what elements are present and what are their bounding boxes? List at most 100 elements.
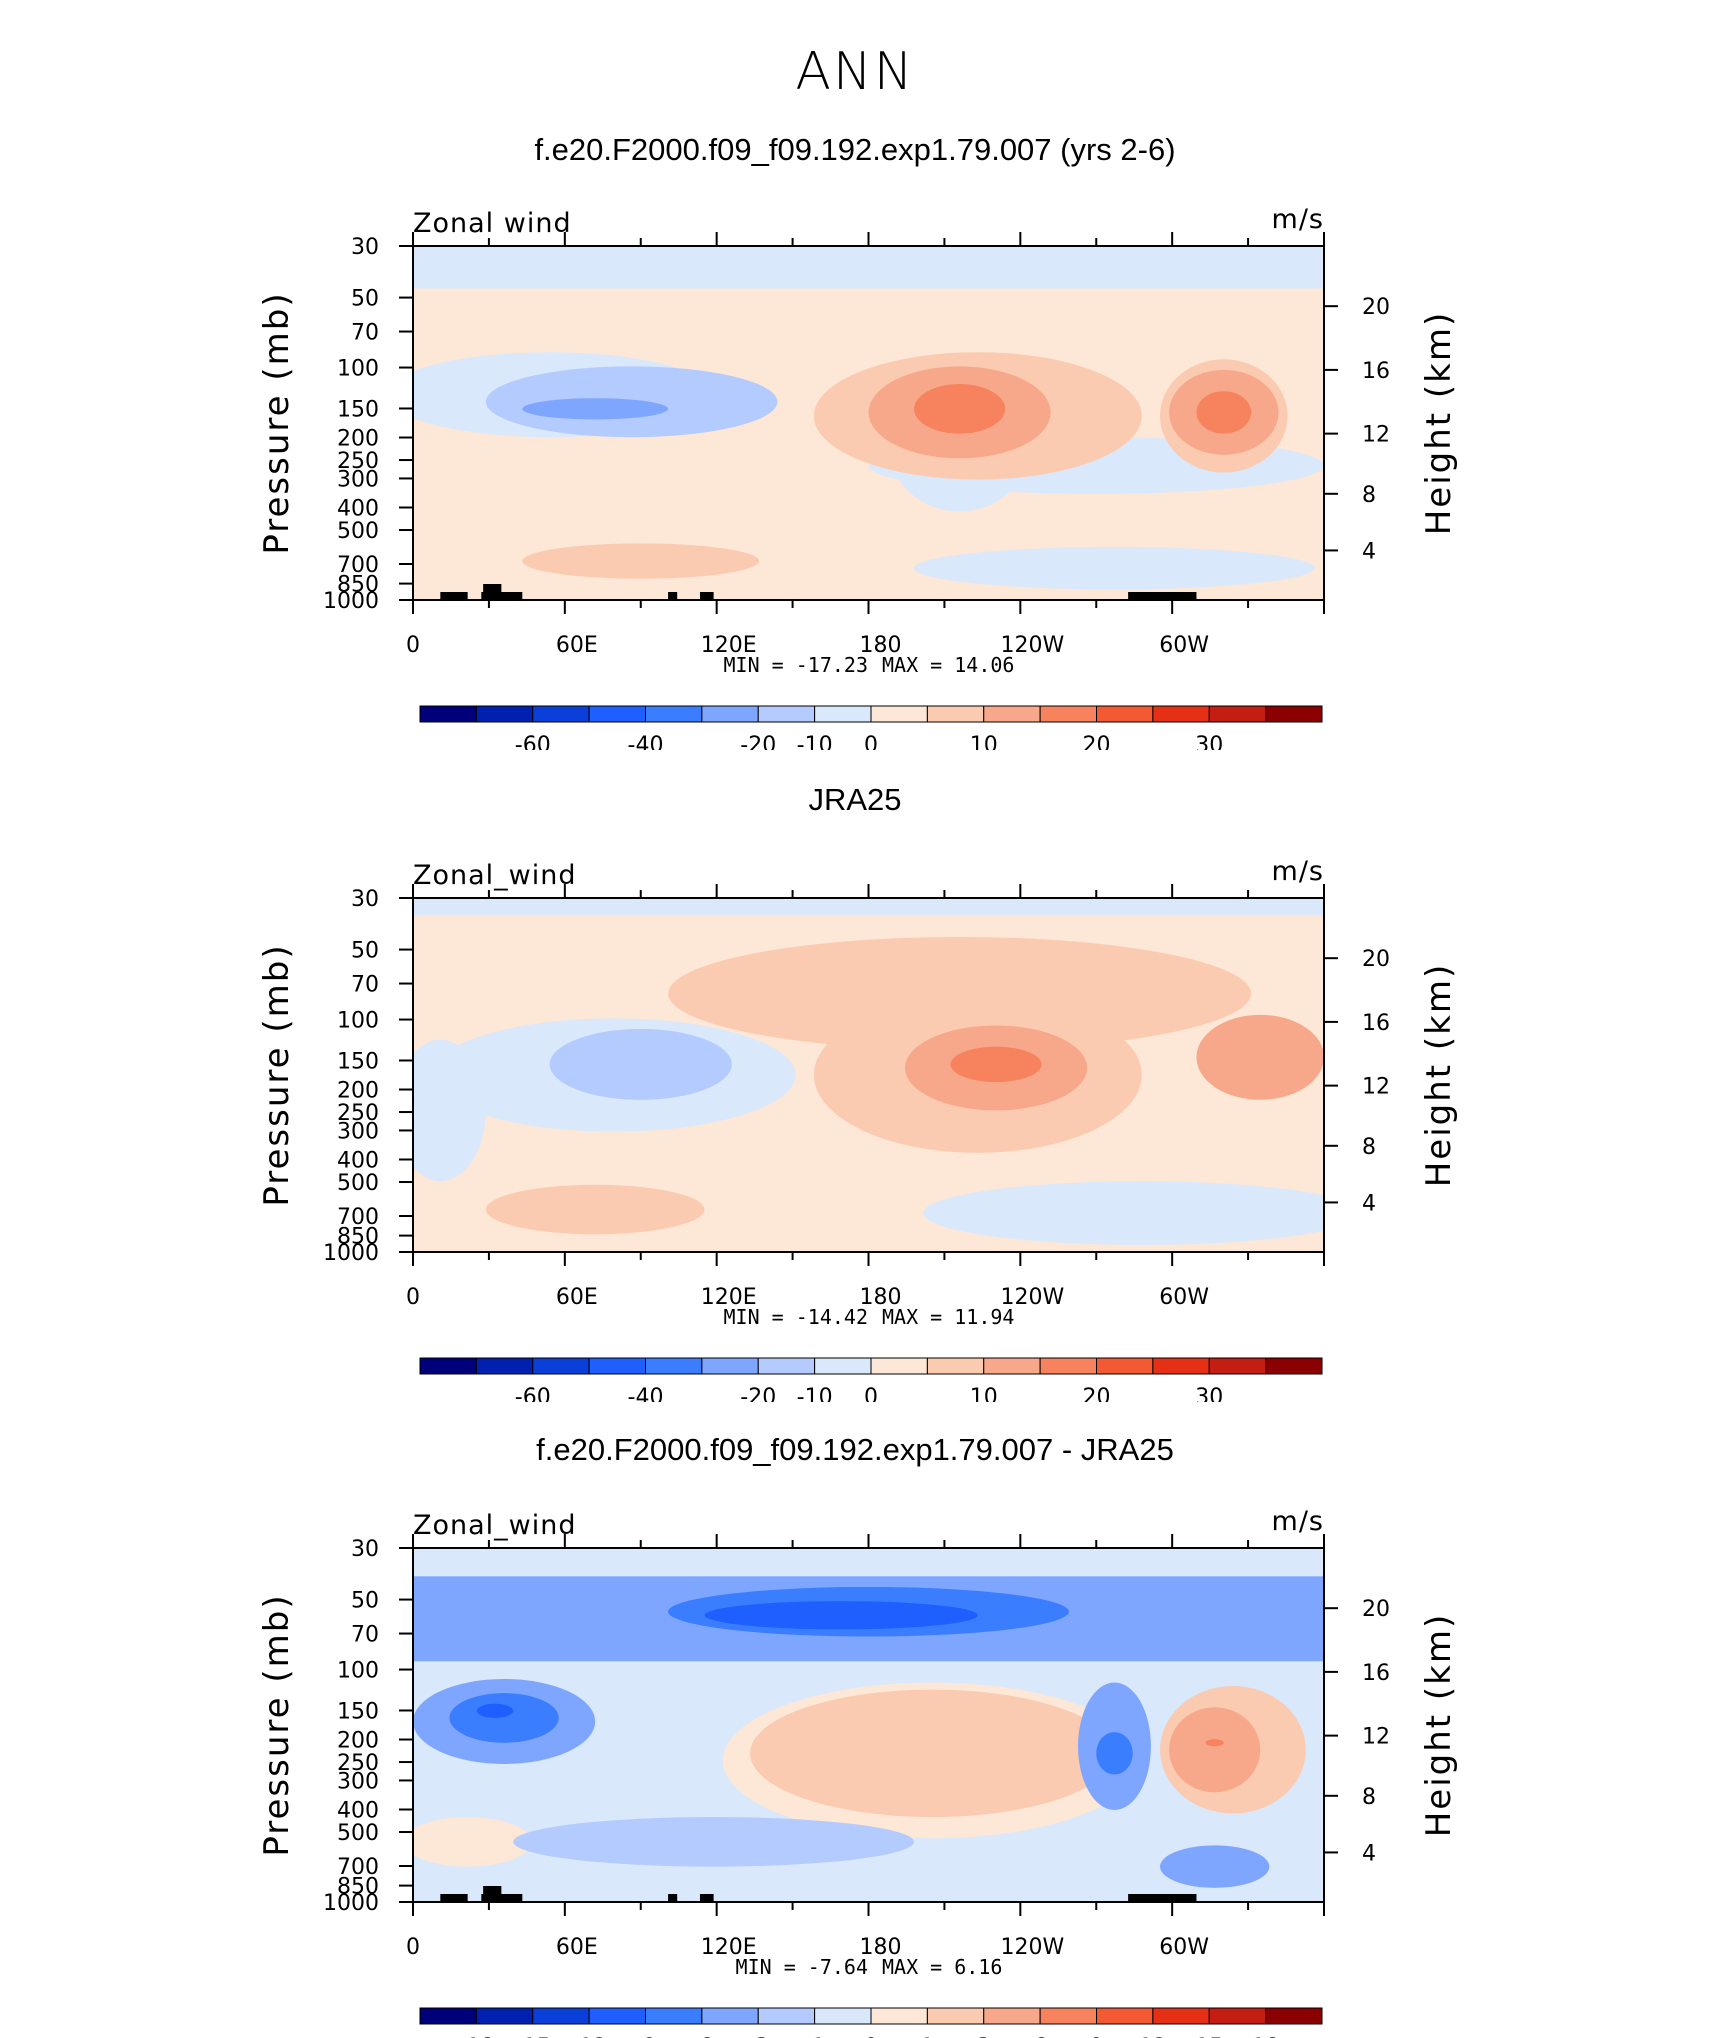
contour-region [1169,1707,1261,1793]
pressure-tick-label: 30 [351,235,379,260]
max-label: MAX = 6.16 [882,1955,1002,1979]
colorbar-swatch [1152,2007,1210,2025]
colorbar-swatch [701,705,759,723]
colorbar-swatch [757,2007,816,2025]
colorbar-swatch [1039,705,1097,723]
contour-region [449,1693,559,1743]
colorbar-swatch [1039,1357,1097,1375]
colorbar-label: 18 [1252,2035,1280,2038]
pressure-tick-label: 70 [351,321,379,346]
height-tick-label: 8 [1362,1135,1376,1160]
colorbar-swatch [983,1357,1041,1375]
contour-region [1160,1845,1270,1888]
panel-1-title: f.e20.F2000.f09_f09.192.exp1.79.007 (yrs… [534,132,1176,167]
colorbar-swatch [757,705,816,723]
topography-mask [1128,592,1197,600]
panel-2-title: JRA25 [808,782,902,817]
pressure-tick-label: 150 [337,1699,379,1724]
field-label: Zonal_wind [413,1510,577,1541]
lon-tick-label: 120E [701,633,757,658]
contour-region [413,246,1324,289]
y2-axis-title: Height (km) [1419,1613,1459,1838]
colorbar-swatch [475,2007,534,2025]
panel-3-title: f.e20.F2000.f09_f09.192.exp1.79.007 - JR… [536,1432,1174,1467]
height-tick-label: 20 [1362,1597,1390,1622]
colorbar-swatch [419,1357,477,1375]
colorbar-label: 30 [1195,733,1223,750]
colorbar-swatch [645,1357,703,1375]
pressure-tick-label: 100 [337,1009,379,1034]
colorbar-swatch [588,705,646,723]
pressure-tick-label: 1000 [323,589,379,614]
colorbar-swatch [1096,1357,1154,1375]
pressure-tick-label: 70 [351,973,379,998]
y-axis-title: Pressure (mb) [257,1593,297,1856]
colorbar-label: 1 [920,2035,934,2038]
panel-3-chart: Zonal_wind m/s305070100150200250300400500… [257,1506,1459,2038]
colorbar-swatch [475,1357,534,1375]
pressure-tick-label: 200 [337,1729,379,1754]
height-tick-label: 16 [1362,1011,1390,1036]
colorbar-swatch [475,705,534,723]
colorbar-label: -15 [515,2035,551,2038]
colorbar-swatch [532,705,590,723]
lon-tick-label: 60E [556,1935,598,1960]
pressure-tick-label: 100 [337,1659,379,1684]
topography-mask [668,1894,678,1902]
colorbar-label: 0 [864,2035,878,2038]
lon-tick-label: 60W [1159,1935,1209,1960]
pressure-tick-label: 200 [337,1079,379,1104]
colorbar-swatch [532,1357,590,1375]
lon-tick-label: 60E [556,633,598,658]
colorbar-swatch [757,1357,816,1375]
pressure-tick-label: 300 [337,1119,379,1144]
colorbar-swatch [1096,705,1154,723]
height-tick-label: 16 [1362,359,1390,384]
pressure-tick-label: 150 [337,1049,379,1074]
lon-tick-label: 180 [860,1285,902,1310]
pressure-tick-label: 850 [337,1225,379,1250]
colorbar-swatch [645,2007,703,2025]
topography-mask [1128,1894,1197,1902]
colorbar-swatch [814,1357,872,1375]
lon-tick-label: 60W [1159,633,1209,658]
pressure-tick-label: 400 [337,496,379,521]
y2-axis-title: Height (km) [1419,311,1459,536]
height-tick-label: 20 [1362,295,1390,320]
colorbar-label: 12 [1139,2035,1167,2038]
pressure-tick-label: 500 [337,1821,379,1846]
colorbar-swatch [419,2007,477,2025]
max-label: MAX = 11.94 [882,1305,1014,1329]
topography-mask [483,1886,502,1902]
contour-region [1205,1739,1224,1747]
colorbar-label: 20 [1083,1385,1111,1402]
contour-field [413,1548,1324,1902]
units-label: m/s [1272,1506,1324,1537]
lon-tick-label: 120W [1000,633,1064,658]
colorbar-label: 0 [864,733,878,750]
y-axis-title: Pressure (mb) [257,943,297,1206]
lon-tick-label: 0 [406,633,420,658]
y-axis-title: Pressure (mb) [257,291,297,554]
topography-mask [668,592,678,600]
colorbar-swatch [870,705,928,723]
lon-tick-label: 180 [860,1935,902,1960]
colorbar-label: 10 [970,1385,998,1402]
colorbar-swatch [1208,2007,1267,2025]
colorbar-swatch [983,2007,1041,2025]
lon-tick-label: 60E [556,1285,598,1310]
pressure-tick-label: 1000 [323,1891,379,1916]
pressure-tick-label: 700 [337,1855,379,1880]
pressure-tick-label: 850 [337,1875,379,1900]
contour-region [704,1601,978,1630]
topography-mask [699,1894,714,1902]
pressure-tick-label: 50 [351,939,379,964]
height-tick-label: 20 [1362,947,1390,972]
colorbar-label: -20 [740,733,776,750]
colorbar-swatch [1265,705,1323,723]
pressure-tick-label: 250 [337,1101,379,1126]
colorbar-label: 20 [1083,733,1111,750]
units-label: m/s [1272,204,1324,235]
pressure-tick-label: 400 [337,1148,379,1173]
colorbar-label: 3 [977,2035,991,2038]
